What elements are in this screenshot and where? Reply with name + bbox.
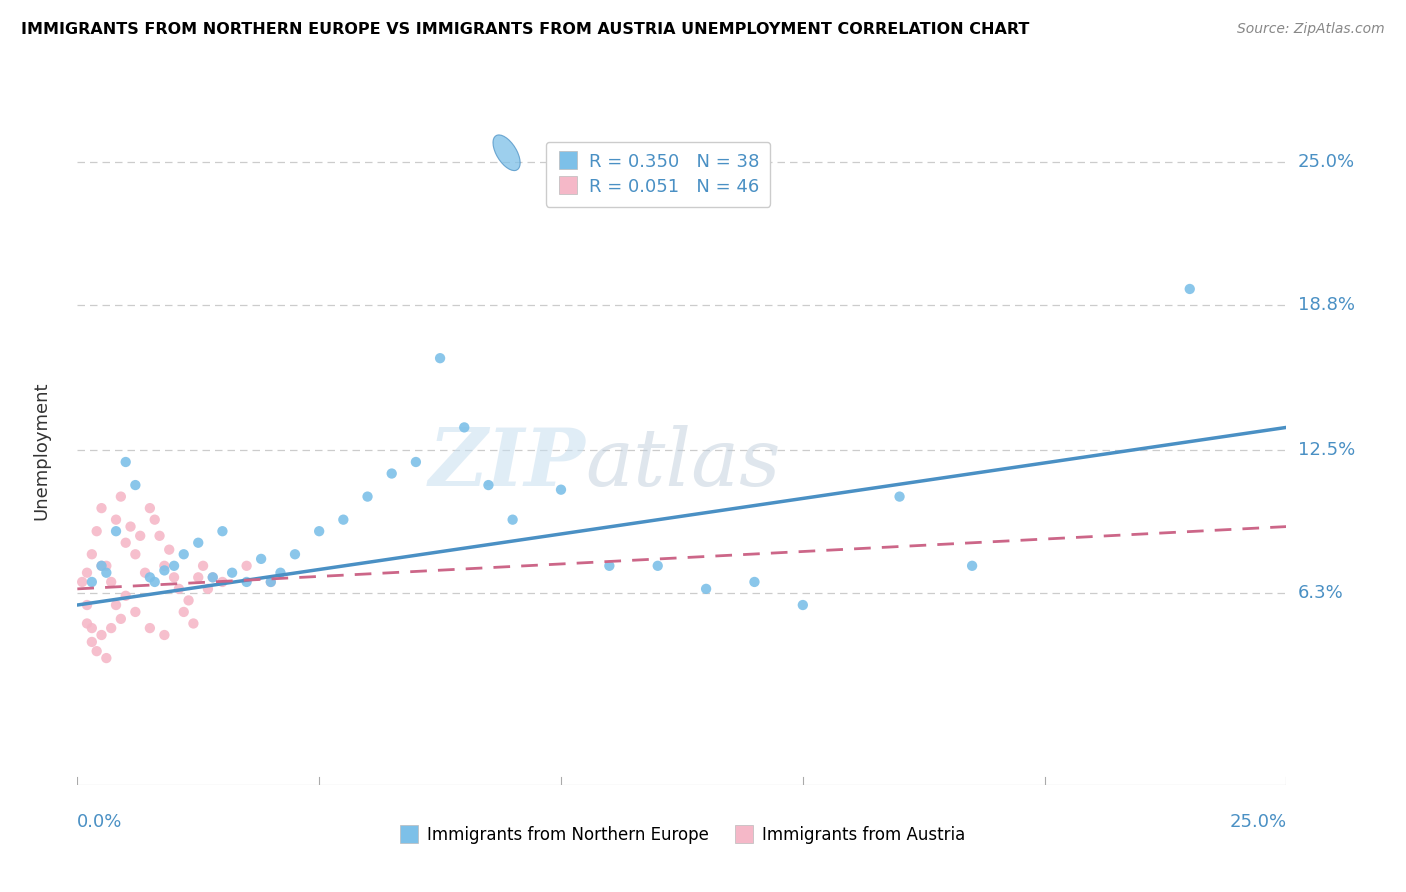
Point xyxy=(191,558,214,573)
Point xyxy=(163,570,186,584)
Point xyxy=(80,621,103,635)
Point xyxy=(405,455,427,469)
Point xyxy=(139,621,162,635)
Point xyxy=(90,628,112,642)
Point xyxy=(356,490,378,504)
Point xyxy=(153,558,176,573)
Point xyxy=(502,513,524,527)
Point xyxy=(477,478,499,492)
Point xyxy=(143,513,166,527)
Point xyxy=(235,574,257,589)
Text: Unemployment: Unemployment xyxy=(32,381,51,520)
Point xyxy=(453,420,475,434)
Point xyxy=(201,570,224,584)
Point xyxy=(148,529,170,543)
Point xyxy=(76,598,98,612)
Text: Source: ZipAtlas.com: Source: ZipAtlas.com xyxy=(1237,22,1385,37)
Point xyxy=(308,524,330,539)
Ellipse shape xyxy=(494,135,520,170)
Text: 25.0%: 25.0% xyxy=(1298,153,1355,171)
Point xyxy=(90,501,112,516)
Point xyxy=(105,598,128,612)
Point xyxy=(163,558,186,573)
Text: 6.3%: 6.3% xyxy=(1298,584,1343,602)
Point xyxy=(76,616,98,631)
Point xyxy=(157,542,180,557)
Text: 0.0%: 0.0% xyxy=(77,813,122,830)
Point xyxy=(744,574,766,589)
Point xyxy=(96,651,118,665)
Text: 12.5%: 12.5% xyxy=(1298,442,1355,459)
Point xyxy=(76,566,98,580)
Point xyxy=(90,558,112,573)
Point xyxy=(153,628,176,642)
Point xyxy=(250,552,273,566)
Point xyxy=(183,616,205,631)
Point xyxy=(129,529,152,543)
Point xyxy=(124,547,146,561)
Text: 18.8%: 18.8% xyxy=(1298,296,1354,314)
Text: ZIP: ZIP xyxy=(429,425,585,502)
Point xyxy=(960,558,983,573)
Point xyxy=(381,467,404,481)
Point xyxy=(139,501,162,516)
Point xyxy=(187,570,209,584)
Point xyxy=(598,558,620,573)
Point xyxy=(90,558,112,573)
Point xyxy=(105,524,128,539)
Point xyxy=(1178,282,1201,296)
Point xyxy=(332,513,354,527)
Point xyxy=(173,605,195,619)
Point xyxy=(201,570,224,584)
Point xyxy=(429,351,451,366)
Text: 25.0%: 25.0% xyxy=(1229,813,1286,830)
Point xyxy=(124,478,146,492)
Point xyxy=(647,558,669,573)
Point xyxy=(177,593,200,607)
Point xyxy=(114,455,136,469)
Point xyxy=(100,621,122,635)
Text: IMMIGRANTS FROM NORTHERN EUROPE VS IMMIGRANTS FROM AUSTRIA UNEMPLOYMENT CORRELAT: IMMIGRANTS FROM NORTHERN EUROPE VS IMMIG… xyxy=(21,22,1029,37)
Point xyxy=(792,598,814,612)
Point xyxy=(100,574,122,589)
Point xyxy=(153,563,176,577)
Point xyxy=(269,566,291,580)
Point xyxy=(550,483,572,497)
Point xyxy=(96,566,118,580)
Point xyxy=(211,574,233,589)
Legend: Immigrants from Northern Europe, Immigrants from Austria: Immigrants from Northern Europe, Immigra… xyxy=(392,819,972,850)
Point xyxy=(143,574,166,589)
Point xyxy=(86,524,108,539)
Point xyxy=(124,605,146,619)
Point xyxy=(695,582,717,596)
Point xyxy=(80,635,103,649)
Point xyxy=(173,547,195,561)
Point xyxy=(889,490,911,504)
Point xyxy=(197,582,219,596)
Point xyxy=(260,574,283,589)
Point xyxy=(114,589,136,603)
Point xyxy=(211,524,233,539)
Point xyxy=(80,547,103,561)
Point xyxy=(187,535,209,549)
Point xyxy=(96,558,118,573)
Point xyxy=(221,566,243,580)
Point xyxy=(70,574,93,589)
Point xyxy=(110,490,132,504)
Point xyxy=(114,535,136,549)
Text: atlas: atlas xyxy=(585,425,780,502)
Point xyxy=(110,612,132,626)
Point xyxy=(235,558,257,573)
Point xyxy=(120,519,142,533)
Point xyxy=(284,547,307,561)
Point xyxy=(80,574,103,589)
Point xyxy=(134,566,156,580)
Point xyxy=(105,513,128,527)
Point xyxy=(139,570,162,584)
Point xyxy=(167,582,190,596)
Point xyxy=(260,574,283,589)
Point xyxy=(86,644,108,658)
